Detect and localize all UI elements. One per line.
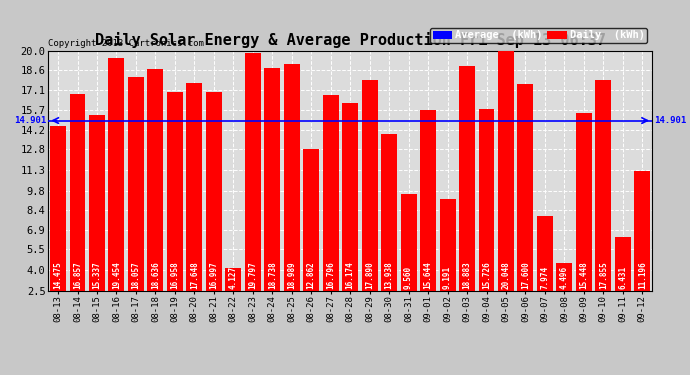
Bar	[108, 58, 124, 291]
Text: 17.855: 17.855	[599, 261, 608, 289]
Bar	[556, 263, 573, 291]
Text: 18.738: 18.738	[268, 261, 277, 289]
Text: 17.648: 17.648	[190, 261, 199, 289]
Bar	[186, 83, 202, 291]
Bar	[303, 148, 319, 291]
Text: 4.496: 4.496	[560, 266, 569, 289]
Text: Copyright 2013 Cartronics.com: Copyright 2013 Cartronics.com	[48, 39, 204, 48]
Bar	[50, 126, 66, 291]
Text: 6.431: 6.431	[618, 266, 627, 289]
Text: 9.191: 9.191	[443, 266, 452, 289]
Bar	[264, 68, 280, 291]
Legend: Average  (kWh), Daily  (kWh): Average (kWh), Daily (kWh)	[431, 28, 647, 43]
Text: 18.989: 18.989	[287, 261, 296, 289]
Bar	[167, 92, 183, 291]
Text: 19.454: 19.454	[112, 261, 121, 289]
Bar	[226, 268, 241, 291]
Bar	[518, 84, 533, 291]
Text: 12.862: 12.862	[307, 261, 316, 289]
Text: 13.938: 13.938	[384, 261, 393, 289]
Text: 18.883: 18.883	[462, 261, 471, 289]
Text: 11.196: 11.196	[638, 261, 647, 289]
Bar	[70, 94, 86, 291]
Bar	[479, 109, 495, 291]
Bar	[342, 103, 358, 291]
Text: 14.901: 14.901	[654, 116, 686, 125]
Text: 15.644: 15.644	[424, 261, 433, 289]
Bar	[615, 237, 631, 291]
Bar	[459, 66, 475, 291]
Bar	[576, 113, 592, 291]
Text: 16.857: 16.857	[73, 261, 82, 289]
Text: 17.890: 17.890	[365, 261, 374, 289]
Text: 15.448: 15.448	[580, 261, 589, 289]
Text: 7.974: 7.974	[540, 266, 549, 289]
Text: 19.797: 19.797	[248, 261, 257, 289]
Text: 18.636: 18.636	[151, 261, 160, 289]
Text: 18.057: 18.057	[131, 261, 141, 289]
Text: 16.174: 16.174	[346, 261, 355, 289]
Title: Daily Solar Energy & Average Production Fri Sep 13 06:37: Daily Solar Energy & Average Production …	[95, 32, 606, 48]
Bar	[381, 134, 397, 291]
Text: 16.796: 16.796	[326, 261, 335, 289]
Bar	[537, 216, 553, 291]
Bar	[420, 110, 436, 291]
Text: 20.048: 20.048	[502, 261, 511, 289]
Bar	[323, 94, 339, 291]
Bar	[595, 80, 611, 291]
Text: 15.337: 15.337	[92, 261, 101, 289]
Text: 17.600: 17.600	[521, 261, 530, 289]
Text: 14.901: 14.901	[14, 116, 46, 125]
Text: 16.958: 16.958	[170, 261, 179, 289]
Bar	[89, 115, 105, 291]
Bar	[401, 194, 417, 291]
Text: 9.560: 9.560	[404, 266, 413, 289]
Bar	[206, 92, 221, 291]
Text: 15.726: 15.726	[482, 261, 491, 289]
Bar	[440, 199, 455, 291]
Bar	[284, 64, 299, 291]
Bar	[362, 80, 377, 291]
Text: 14.475: 14.475	[54, 261, 63, 289]
Bar	[634, 171, 650, 291]
Bar	[148, 69, 164, 291]
Bar	[245, 53, 261, 291]
Text: 16.997: 16.997	[209, 261, 218, 289]
Bar	[498, 50, 514, 291]
Bar	[128, 77, 144, 291]
Text: 4.127: 4.127	[229, 266, 238, 289]
